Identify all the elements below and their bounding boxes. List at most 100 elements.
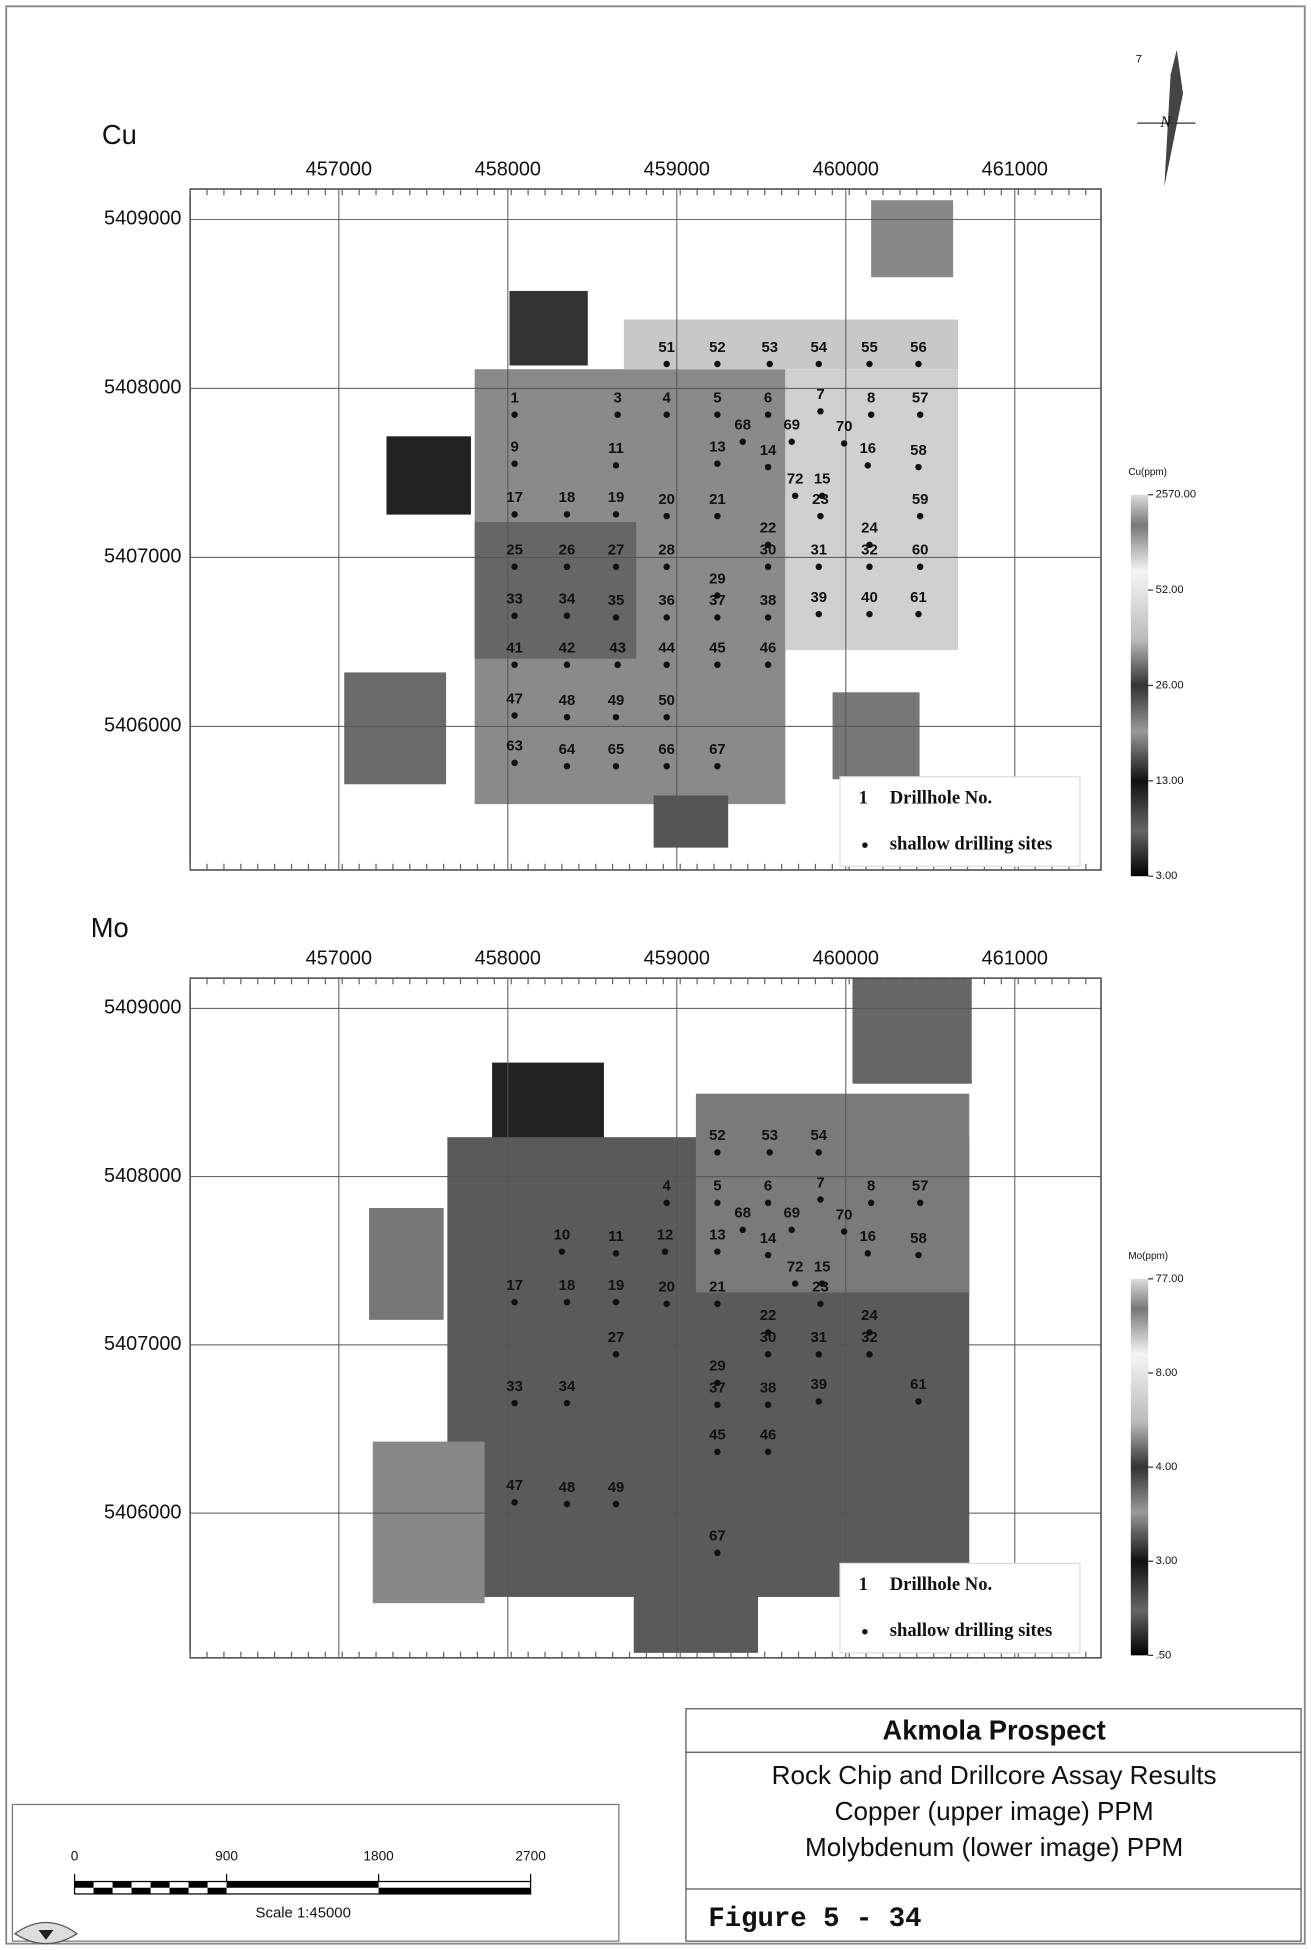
drillhole-site [564,662,570,668]
drillhole-site [865,462,871,468]
drillhole-label: 25 [506,543,523,559]
drillhole-site [714,1301,720,1307]
drillhole-label: 53 [761,340,778,356]
drillhole-label: 50 [658,693,675,709]
drillhole-label: 15 [814,472,831,488]
drillhole-site [663,1200,669,1206]
drillhole-label: 67 [709,742,726,758]
drillhole-site [868,411,874,417]
drillhole-label: 26 [559,543,576,559]
drillhole-label: 68 [734,1206,751,1222]
figure: 7 N Akmola Prospect Rock Chip and Drillc… [0,0,1311,1950]
drillhole-site [663,1301,669,1307]
drillhole-label: 12 [657,1227,674,1243]
drillhole-site [714,1449,720,1455]
drillhole-label: 7 [816,1175,824,1191]
drillhole-site [765,564,771,570]
drillhole-site [511,613,517,619]
drillhole-site [917,1200,923,1206]
raster-block [369,1208,444,1320]
drillhole-site [564,564,570,570]
x-tick-label: 459000 [644,948,710,970]
colorbar-tick-label: .50 [1156,1649,1172,1661]
drillhole-label: 35 [608,593,625,609]
drillhole-label: 22 [760,521,777,537]
drillhole-label: 37 [709,1381,726,1397]
drillhole-site [564,1400,570,1406]
y-tick-label: 5408000 [104,377,181,399]
drillhole-label: 54 [810,340,827,356]
x-tick-label: 460000 [813,159,879,181]
scale-tick-label: 900 [215,1848,238,1863]
drillhole-label: 5 [713,390,721,406]
drillhole-site [765,464,771,470]
drillhole-site [714,361,720,367]
drillhole-label: 23 [812,492,829,508]
scale-solid [227,1882,379,1888]
drillhole-site [866,361,872,367]
drillhole-site [792,493,798,499]
scale-check [170,1888,189,1894]
drillhole-label: 57 [912,390,929,406]
colorbar-title: Cu(ppm) [1128,467,1167,478]
drillhole-site [614,411,620,417]
colorbar-tick-label: 3.00 [1156,1555,1178,1567]
colorbar-tick-label: 2570.00 [1156,489,1196,501]
drillhole-label: 64 [559,742,576,758]
colorbar-title: Mo(ppm) [1128,1251,1168,1262]
scale-check [208,1888,227,1894]
drillhole-label: 48 [559,693,576,709]
drillhole-label: 21 [709,492,726,508]
drillhole-label: 10 [554,1227,571,1243]
drillhole-site [765,1449,771,1455]
drillhole-site [817,1196,823,1202]
subtitle-line: Copper (upper image) PPM [835,1796,1154,1826]
drillhole-label: 40 [861,590,878,606]
drillhole-site [663,714,669,720]
drillhole-label: 14 [760,443,777,459]
x-tick-label: 459000 [644,159,710,181]
drillhole-site [714,763,720,769]
x-tick-label: 457000 [306,159,372,181]
drillhole-site [511,712,517,718]
drillhole-label: 72 [787,472,804,488]
scale-tick-label: 1800 [363,1848,394,1863]
drillhole-label: 56 [910,340,927,356]
drillhole-site [662,1248,668,1254]
drillhole-label: 24 [861,521,878,537]
drillhole-site [765,614,771,620]
drillhole-site [841,1228,847,1234]
drillhole-site [915,1398,921,1404]
drillhole-label: 11 [608,1229,624,1245]
drillhole-label: 27 [608,543,625,559]
drillhole-site [792,1280,798,1286]
drillhole-label: 61 [910,1377,927,1393]
drillhole-site [511,564,517,570]
raster-block [344,672,446,784]
title-block: Akmola Prospect Rock Chip and Drillcore … [686,1709,1301,1941]
raster-block [871,200,953,277]
drillhole-site [765,1200,771,1206]
drillhole-site [714,662,720,668]
drillhole-label: 8 [867,1179,875,1195]
drillhole-label: 44 [658,641,675,657]
drillhole-label: 29 [709,1359,726,1375]
drillhole-label: 5 [713,1179,721,1195]
drillhole-site [767,1149,773,1155]
drillhole-site [865,1250,871,1256]
drillhole-site [714,513,720,519]
legend-dot [862,1629,867,1634]
scale-check [113,1882,132,1888]
legend-drillhole: Drillhole No. [890,787,992,808]
drillhole-label: 58 [910,443,927,459]
drillhole-label: 70 [836,1207,853,1223]
drillhole-site [613,1299,619,1305]
drillhole-label: 42 [559,641,576,657]
drillhole-site [714,1550,720,1556]
drillhole-site [915,361,921,367]
drillhole-site [817,408,823,414]
drillhole-label: 45 [709,641,726,657]
drillhole-site [917,513,923,519]
drillhole-label: 33 [506,1379,523,1395]
drillhole-label: 52 [709,340,726,356]
